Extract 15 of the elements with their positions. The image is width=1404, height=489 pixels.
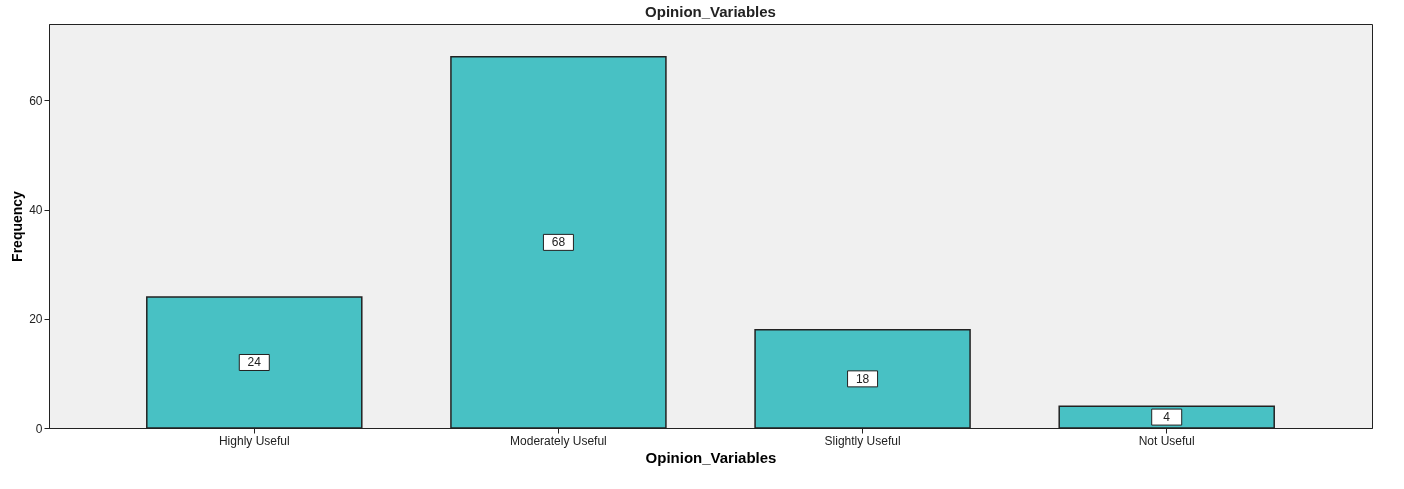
y-axis-title: Frequency [9, 190, 26, 262]
y-tick-label: 60 [29, 93, 43, 108]
chart-title: Opinion_Variables [645, 3, 776, 20]
data-label: 24 [247, 355, 262, 370]
y-tick-label: 20 [29, 312, 43, 327]
y-tick-label: 0 [35, 421, 43, 436]
x-tick-label: Not Useful [1138, 433, 1195, 448]
data-label: 68 [551, 235, 566, 250]
data-label: 4 [1163, 410, 1171, 425]
x-axis-title: Opinion_Variables [645, 448, 777, 466]
x-tick-label: Slightly Useful [824, 433, 901, 448]
y-tick-label: 40 [29, 203, 43, 218]
data-label: 18 [855, 371, 870, 386]
x-tick-label: Moderately Useful [510, 433, 607, 448]
x-tick-label: Highly Useful [218, 433, 290, 448]
